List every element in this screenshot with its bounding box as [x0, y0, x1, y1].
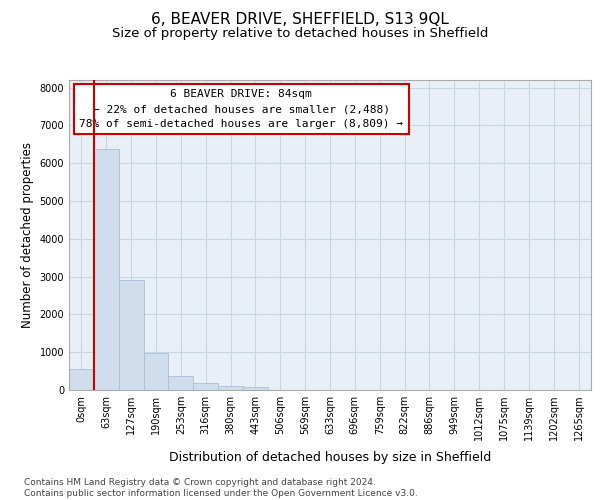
Bar	[169, 376, 193, 390]
Bar	[218, 386, 243, 390]
Bar	[143, 353, 169, 390]
Text: 6, BEAVER DRIVE, SHEFFIELD, S13 9QL: 6, BEAVER DRIVE, SHEFFIELD, S13 9QL	[151, 12, 449, 28]
Bar	[69, 369, 94, 390]
Text: Size of property relative to detached houses in Sheffield: Size of property relative to detached ho…	[112, 28, 488, 40]
Bar	[119, 280, 143, 390]
Text: Contains HM Land Registry data © Crown copyright and database right 2024.
Contai: Contains HM Land Registry data © Crown c…	[24, 478, 418, 498]
Text: 6 BEAVER DRIVE: 84sqm
← 22% of detached houses are smaller (2,488)
78% of semi-d: 6 BEAVER DRIVE: 84sqm ← 22% of detached …	[79, 90, 403, 129]
Bar	[243, 387, 268, 390]
Bar	[94, 149, 119, 390]
X-axis label: Distribution of detached houses by size in Sheffield: Distribution of detached houses by size …	[169, 452, 491, 464]
Bar	[193, 384, 218, 390]
Y-axis label: Number of detached properties: Number of detached properties	[21, 142, 34, 328]
